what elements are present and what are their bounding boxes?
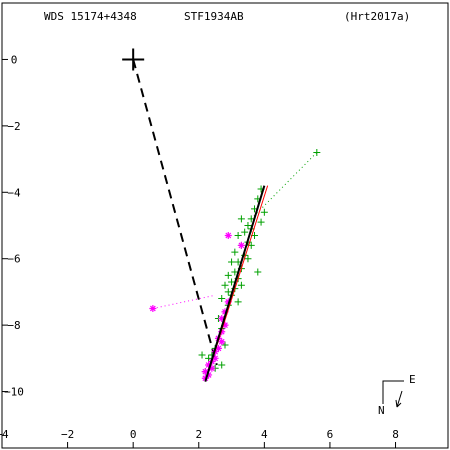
- x-tick-label: 4: [261, 428, 268, 441]
- green-plus-point: [244, 222, 252, 229]
- green-plus-point: [257, 218, 265, 226]
- magenta-asterisk-point: [205, 371, 213, 379]
- green-plus-point: [231, 268, 239, 276]
- x-tick-label: 6: [327, 428, 334, 441]
- green-plus-point: [224, 271, 232, 279]
- data-marks: [122, 48, 321, 382]
- magenta-asterisk-point: [149, 305, 157, 313]
- y-tick-label: −2: [7, 120, 20, 133]
- green-plus-point: [218, 361, 226, 369]
- green-plus-point: [241, 228, 249, 236]
- header-reference: (Hrt2017a): [344, 10, 410, 23]
- magenta-asterisk-point: [218, 314, 226, 322]
- magenta-asterisk-point: [218, 338, 226, 346]
- magenta-asterisk-point: [214, 344, 222, 352]
- compass-north-label: N: [378, 404, 385, 417]
- magenta-asterisk-point: [221, 308, 229, 316]
- green-plus-point: [231, 248, 239, 256]
- header-wds-id: WDS 15174+4348: [44, 10, 137, 23]
- y-tick-label: 0: [11, 53, 18, 66]
- green-plus-point: [234, 231, 242, 239]
- green-plus-point: [237, 281, 245, 289]
- y-tick-label: −4: [7, 186, 21, 199]
- header-pair-name: STF1934AB: [184, 10, 244, 23]
- green-plus-point: [228, 278, 236, 286]
- compass-axes: [382, 380, 404, 404]
- green-plus-point: [198, 351, 206, 359]
- magenta-asterisk-point: [211, 354, 219, 362]
- green-plus-point: [234, 298, 242, 306]
- y-tick-label: −10: [4, 386, 24, 399]
- y-tick-label: −8: [7, 319, 20, 332]
- x-tick-label: −2: [61, 428, 74, 441]
- green-plus-point: [221, 341, 229, 349]
- green-plus-point: [218, 295, 226, 303]
- black-fit-line: [204, 185, 266, 382]
- x-tick-label: −4: [0, 428, 9, 441]
- magenta-asterisk-point: [201, 368, 209, 376]
- magenta-asterisk-point: [237, 241, 245, 249]
- green-plus-point: [237, 215, 245, 223]
- green-plus-point: [224, 288, 232, 296]
- green-plus-point: [313, 148, 321, 156]
- compass-rose: E N: [378, 373, 416, 417]
- magenta-asterisk-point: [224, 298, 232, 306]
- x-tick-label: 2: [195, 428, 202, 441]
- magenta-asterisk-point: [224, 231, 232, 239]
- magenta-asterisk-point: [221, 321, 229, 329]
- green-plus-point: [244, 255, 252, 263]
- green-plus-point: [221, 281, 229, 289]
- motion-arrow-icon: [395, 390, 403, 408]
- x-tick-label: 0: [130, 428, 137, 441]
- y-tick-label: −6: [7, 253, 20, 266]
- green-plus-point: [260, 208, 268, 216]
- magenta-asterisk-point: [208, 364, 216, 372]
- x-tick-label: 8: [392, 428, 399, 441]
- primary-star-marker: [122, 48, 145, 71]
- magenta-asterisk-point: [205, 361, 213, 369]
- green-plus-point: [228, 258, 236, 266]
- compass-east-label: E: [409, 373, 416, 386]
- green-plus-point: [254, 268, 262, 276]
- green-plus-point: [205, 354, 213, 362]
- dashed-link-line: [132, 59, 218, 366]
